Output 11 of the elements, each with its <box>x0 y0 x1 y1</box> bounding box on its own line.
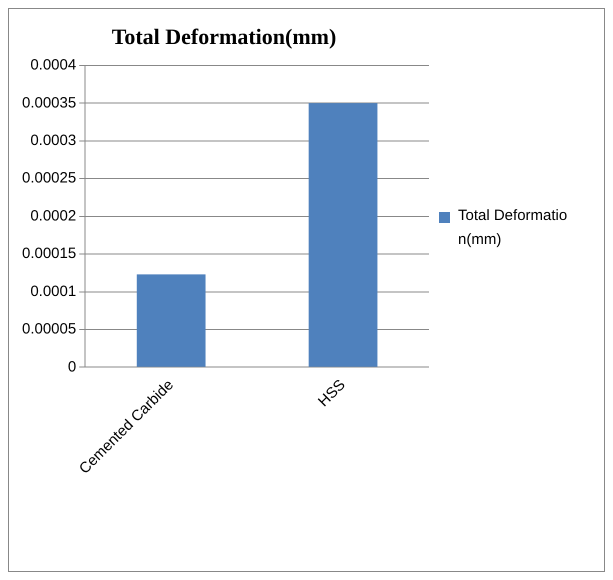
legend-label: Total Deformation(mm) <box>458 206 568 250</box>
y-tick-label: 0.00025 <box>22 170 76 187</box>
y-tick-label: 0.0002 <box>30 207 76 224</box>
y-tick-label: 0.00005 <box>22 320 76 338</box>
y-tick-label: 0 <box>68 358 76 376</box>
y-tick-label: 0.0001 <box>30 282 76 300</box>
y-tick-label: 0.00035 <box>22 94 76 112</box>
chart-title: Total Deformation(mm) <box>112 24 336 49</box>
y-tick-label: 0.0003 <box>30 132 76 149</box>
y-tick-label: 0.00015 <box>22 245 76 262</box>
y-tick-label: 0.0004 <box>30 56 76 74</box>
